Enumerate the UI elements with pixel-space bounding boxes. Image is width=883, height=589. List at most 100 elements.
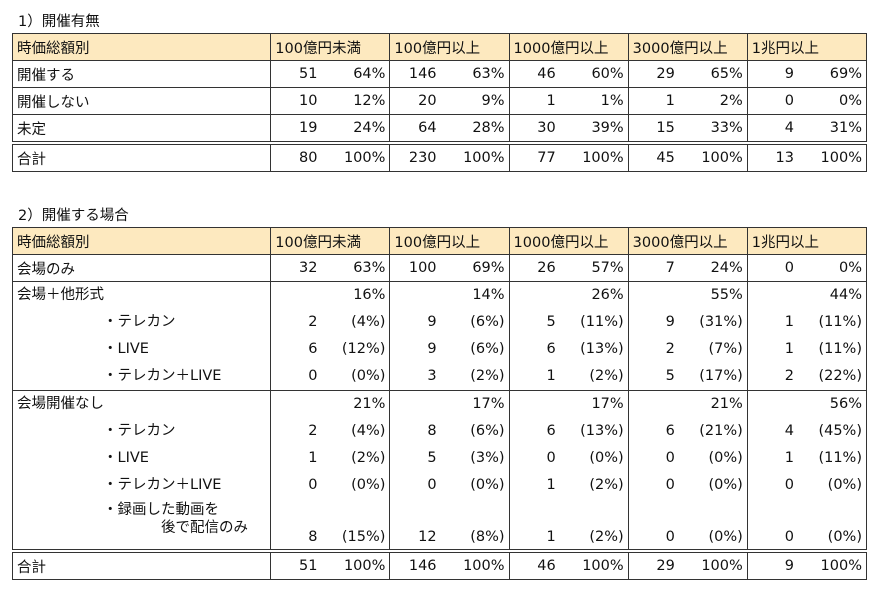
count: 29 <box>656 66 675 82</box>
count: 0 <box>308 477 318 493</box>
percent: 24% <box>710 260 743 276</box>
percent: 0% <box>838 93 862 109</box>
table-row: 会場のみ 32 63% 100 69% 26 57% 7 24% 0 0% <box>11 254 868 282</box>
percent: 100% <box>582 558 624 574</box>
section-1-title: 1）開催有無 <box>18 14 100 30</box>
sub-label: ・テレカン <box>103 423 176 439</box>
percent: (11%) <box>818 341 862 357</box>
percent: (2%) <box>351 450 386 466</box>
percent: 100% <box>463 150 505 166</box>
group-percent: 55% <box>710 287 743 303</box>
count: 9 <box>784 558 794 574</box>
count: 2 <box>665 341 675 357</box>
sub-label-recorded: ・録画した動画を 後で配信のみ <box>14 499 270 537</box>
percent: 100% <box>463 558 505 574</box>
percent: (7%) <box>708 341 743 357</box>
percent: 69% <box>829 66 862 82</box>
count: 45 <box>656 150 675 166</box>
group-percent: 56% <box>829 396 862 412</box>
count: 8 <box>427 423 437 439</box>
count: 32 <box>298 260 318 276</box>
count: 0 <box>784 93 794 109</box>
row-label: 合計 <box>11 549 272 580</box>
row-label: 開催する <box>11 60 272 88</box>
table-row: 開催しない 10 12% 20 9% 1 1% 1 2% 0 0% <box>11 87 868 115</box>
percent: 9% <box>481 93 505 109</box>
header-cell: 1000億円以上 <box>508 33 629 61</box>
percent: (4%) <box>351 314 386 330</box>
sub-label: ・LIVE <box>103 450 149 466</box>
percent: 33% <box>710 120 743 136</box>
sub-label: ・LIVE <box>103 341 149 357</box>
count: 9 <box>427 314 437 330</box>
percent: 28% <box>472 120 505 136</box>
count: 9 <box>427 341 437 357</box>
percent: 31% <box>829 120 862 136</box>
table-row: 開催する 51 64% 146 63% 46 60% 29 65% 9 69% <box>11 60 868 88</box>
count: 2 <box>784 368 794 384</box>
percent: (17%) <box>699 368 743 384</box>
count: 0 <box>784 477 794 493</box>
percent: (0%) <box>351 477 386 493</box>
header-cell: 100億円未満 <box>270 33 391 61</box>
percent: 0% <box>838 260 862 276</box>
percent: (13%) <box>580 423 624 439</box>
percent: (12%) <box>341 341 386 357</box>
count: 4 <box>784 120 794 136</box>
percent: 63% <box>353 260 386 276</box>
percent: (4%) <box>351 423 386 439</box>
count: 1 <box>665 93 675 109</box>
count: 4 <box>784 423 794 439</box>
percent: 100% <box>820 150 862 166</box>
percent: (0%) <box>708 529 743 545</box>
percent: (11%) <box>580 314 624 330</box>
table-holding-format: 時価総額別 100億円未満 100億円以上 1000億円以上 3000億円以上 … <box>11 227 868 580</box>
count: 15 <box>656 120 675 136</box>
percent: 39% <box>591 120 624 136</box>
header-cell: 時価総額別 <box>11 33 272 61</box>
count: 0 <box>308 368 318 384</box>
count: 51 <box>298 66 318 82</box>
header-cell: 1兆円以上 <box>746 227 868 255</box>
count: 20 <box>418 93 437 109</box>
percent: 64% <box>353 66 386 82</box>
header-cell: 3000億円以上 <box>627 33 748 61</box>
percent: (15%) <box>341 529 386 545</box>
count: 100 <box>408 260 437 276</box>
count: 0 <box>784 529 794 545</box>
sub-label: ・テレカン＋LIVE <box>103 477 222 493</box>
count: 1 <box>546 368 556 384</box>
group-percent: 17% <box>472 396 505 412</box>
header-cell: 1000億円以上 <box>508 227 629 255</box>
total-row: 合計 80 100% 230 100% 77 100% 45 100% 13 100% <box>11 141 868 172</box>
row-label: 開催しない <box>11 87 272 115</box>
section-2-title: 2）開催する場合 <box>18 208 129 224</box>
count: 12 <box>418 529 437 545</box>
count: 146 <box>408 558 437 574</box>
count: 5 <box>665 368 675 384</box>
table-holding-status: 時価総額別 100億円未満 100億円以上 1000億円以上 3000億円以上 … <box>11 33 868 172</box>
count: 3 <box>427 368 437 384</box>
count: 64 <box>418 120 437 136</box>
count: 6 <box>665 423 675 439</box>
header-cell: 1兆円以上 <box>746 33 868 61</box>
percent: 100% <box>701 558 743 574</box>
percent: (6%) <box>470 423 505 439</box>
group-label: 会場開催なし <box>17 396 104 412</box>
percent: (8%) <box>470 529 505 545</box>
sub-label: ・テレカン＋LIVE <box>103 368 222 384</box>
count: 1 <box>308 450 318 466</box>
percent: 100% <box>343 150 386 166</box>
count: 0 <box>784 260 794 276</box>
percent: (22%) <box>818 368 862 384</box>
count: 5 <box>427 450 437 466</box>
row-label: 未定 <box>11 114 272 144</box>
group-percent: 21% <box>710 396 743 412</box>
count: 2 <box>308 314 318 330</box>
count: 10 <box>298 93 318 109</box>
percent: (6%) <box>470 314 505 330</box>
group-percent: 14% <box>472 287 505 303</box>
count: 9 <box>665 314 675 330</box>
percent: (2%) <box>589 368 624 384</box>
count: 1 <box>784 450 794 466</box>
